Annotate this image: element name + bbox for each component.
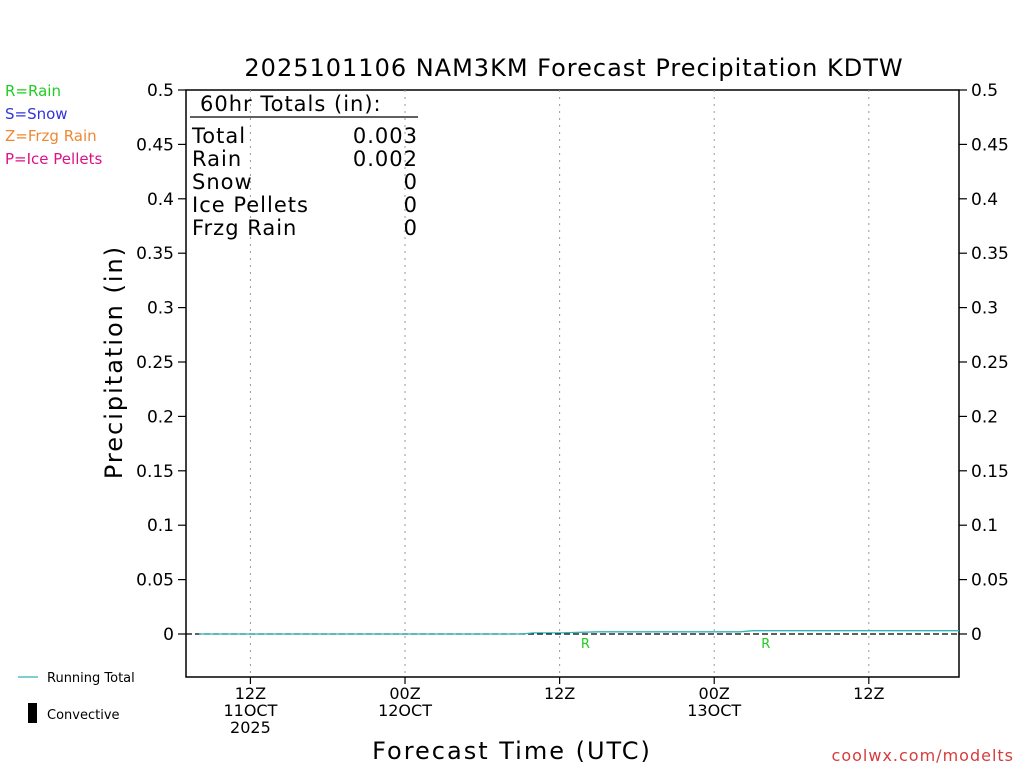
credit-text: coolwx.com/modelts	[832, 746, 1014, 765]
x-tick-label: 13OCT	[687, 701, 741, 720]
y-tick-label-left: 0.3	[147, 299, 174, 319]
vertical-gridlines	[249, 90, 870, 677]
x-tick-label: 12Z	[544, 684, 575, 703]
y-tick-label-left: 0.1	[147, 516, 174, 536]
y-axis-left: 0 0.05 0.1 0.15 0.2 0.25 0.3 0.35 0.4 0.45 0.5	[136, 81, 186, 645]
convective-swatch	[28, 703, 37, 723]
y-tick-label-right: 0.25	[971, 353, 1009, 373]
y-tick-label-right: 0.2	[971, 407, 998, 427]
legend-frzg-rain: Z=Frzg Rain	[5, 127, 97, 145]
y-tick-label-right: 0	[971, 625, 982, 645]
legend-ice-pellets: P=Ice Pellets	[5, 150, 102, 168]
x-tick-label: 12Z	[853, 684, 884, 703]
totals-label-rain: Rain	[192, 147, 242, 171]
legend-snow: S=Snow	[5, 105, 68, 123]
y-tick-label-left: 0.15	[136, 462, 174, 482]
totals-value-snow: 0	[404, 170, 418, 194]
type-legend: R=Rain S=Snow Z=Frzg Rain P=Ice Pellets	[5, 82, 102, 168]
series-line-running-total	[198, 630, 959, 635]
x-tick-label: 00Z	[389, 684, 420, 703]
y-tick-label-right: 0.1	[971, 516, 998, 536]
legend-rain: R=Rain	[5, 82, 61, 100]
chart-title: 2025101106 NAM3KM Forecast Precipitation…	[244, 54, 903, 82]
y-tick-label-right: 0.45	[971, 135, 1009, 155]
x-tick-label: 12OCT	[378, 701, 432, 720]
y-tick-label-left: 0.25	[136, 353, 174, 373]
x-axis-label: Forecast Time (UTC)	[372, 737, 652, 765]
totals-label-total: Total	[191, 124, 246, 148]
totals-label-ice-pellets: Ice Pellets	[192, 193, 309, 217]
totals-label-frzg-rain: Frzg Rain	[192, 216, 297, 240]
y-tick-label-right: 0.5	[971, 81, 998, 101]
precip-type-marker: R	[761, 637, 770, 652]
y-axis-label: Precipitation (in)	[100, 245, 128, 479]
totals-label-snow: Snow	[192, 170, 253, 194]
x-tick-label: 12Z	[235, 684, 266, 703]
legend-convective: Convective	[47, 708, 120, 723]
totals-value-frzg-rain: 0	[404, 216, 418, 240]
totals-box: 60hr Totals (in): Total 0.003 Rain 0.002…	[190, 92, 418, 240]
x-tick-label: 2025	[230, 718, 271, 737]
y-tick-label-right: 0.05	[971, 571, 1009, 591]
legend-running-total: Running Total	[47, 671, 135, 686]
y-tick-label-right: 0.35	[971, 244, 1009, 264]
y-tick-label-right: 0.3	[971, 299, 998, 319]
y-tick-label-left: 0.05	[136, 571, 174, 591]
y-axis-right: 0 0.05 0.1 0.15 0.2 0.25 0.3 0.35 0.4 0.45 0.5	[959, 81, 1009, 645]
y-tick-label-left: 0.35	[136, 244, 174, 264]
x-tick-label: 00Z	[699, 684, 730, 703]
y-tick-label-left: 0	[163, 625, 174, 645]
series-layer	[198, 630, 959, 635]
series-legend: Running Total Convective	[18, 671, 135, 723]
y-tick-label-right: 0.15	[971, 462, 1009, 482]
totals-value-rain: 0.002	[353, 147, 418, 171]
totals-value-total: 0.003	[353, 124, 418, 148]
y-tick-label-left: 0.5	[147, 81, 174, 101]
totals-header: 60hr Totals (in):	[200, 92, 382, 116]
y-tick-label-right: 0.4	[971, 190, 998, 210]
precip-type-marker: R	[581, 637, 590, 652]
y-tick-label-left: 0.45	[136, 135, 174, 155]
y-tick-label-left: 0.4	[147, 190, 174, 210]
y-tick-label-left: 0.2	[147, 407, 174, 427]
plot-frame	[185, 89, 960, 678]
totals-value-ice-pellets: 0	[404, 193, 418, 217]
x-tick-label: 11OCT	[223, 701, 277, 720]
